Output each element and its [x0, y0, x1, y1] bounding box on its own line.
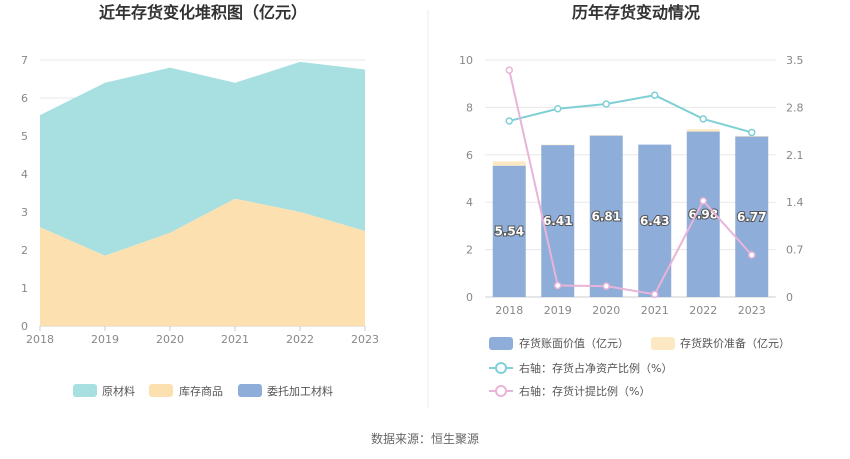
legend-label-inventory-goods: 库存商品: [179, 384, 223, 398]
stacked-area-chart: 0 1 2 3 4 5 6 7 2018 2019 2020 2021 2022 2023: [21, 54, 379, 346]
line-point: [505, 66, 513, 74]
legend-swatch-raw-material: [73, 384, 97, 397]
y-tick-label: 0: [466, 291, 473, 304]
x-tick-label: 2022: [689, 304, 717, 317]
y-tick-label: 5: [21, 130, 28, 143]
line-point: [651, 290, 659, 299]
y-tick-label: 3: [21, 206, 28, 219]
legend-label-provision: 右轴：存货计提比例（%）: [519, 384, 650, 398]
line-point: [748, 128, 756, 137]
x-tick-label: 2022: [286, 333, 314, 346]
x-tick-label: 2019: [91, 333, 119, 346]
bar-data-label: 6.41: [543, 214, 573, 228]
bar-data-label: 5.54: [494, 224, 524, 238]
x-tick-label: 2018: [26, 333, 54, 346]
x-tick-label: 2023: [351, 333, 379, 346]
legend-label-ratio: 右轴：存货占净资产比例（%）: [519, 361, 672, 375]
legend-swatch-book-value: [489, 337, 513, 350]
line-point: [651, 91, 659, 99]
series-line: [509, 94, 753, 134]
legend-marker-ratio: [495, 362, 507, 374]
x-tick-label: 2021: [221, 333, 249, 346]
bar-data-label: 6.43: [640, 214, 670, 228]
y-tick-label: 8: [466, 101, 473, 114]
y2-tick-label: 3.5: [786, 54, 804, 67]
chart-title-right: 历年存货变动情况: [572, 3, 700, 22]
y-tick-label: 0: [21, 320, 28, 333]
line-point: [699, 115, 707, 123]
bar-book-value: [541, 145, 575, 297]
x-tick-label: 2020: [156, 333, 184, 346]
y-tick-label: 4: [21, 168, 28, 181]
line-point: [699, 197, 707, 205]
y-tick-label: 2: [21, 244, 28, 257]
bar-impairment: [492, 161, 526, 166]
line-point: [602, 282, 610, 290]
line-point: [505, 117, 513, 125]
legend-marker-provision: [495, 385, 507, 397]
y2-tick-label: 2.1: [786, 149, 804, 162]
y2-tick-label: 0: [786, 291, 793, 304]
legend-label-book-value: 存货账面价值（亿元）: [519, 336, 629, 350]
chart-title-left: 近年存货变化堆积图（亿元）: [99, 3, 307, 22]
x-tick-label: 2023: [738, 304, 766, 317]
y-tick-label: 6: [21, 92, 28, 105]
x-tick-label: 2020: [592, 304, 620, 317]
x-tick-label: 2019: [544, 304, 572, 317]
legend-label-raw-material: 原材料: [102, 384, 135, 398]
left-legend: 原材料 库存商品 委托加工材料: [73, 384, 333, 398]
line-point: [554, 105, 562, 113]
line-point: [554, 281, 562, 290]
x-tick-label: 2021: [641, 304, 669, 317]
line-point: [602, 100, 610, 108]
x-tick-label: 2018: [495, 304, 523, 317]
legend-label-impairment: 存货跌价准备（亿元）: [680, 336, 790, 350]
legend-swatch-processing: [238, 384, 262, 397]
y-tick-label: 6: [466, 149, 473, 162]
right-legend: 存货账面价值（亿元） 存货跌价准备（亿元） 右轴：存货占净资产比例（%） 右轴：…: [489, 336, 790, 398]
legend-swatch-inventory-goods: [149, 384, 173, 397]
line-point: [748, 251, 756, 259]
bar-data-label: 6.77: [737, 210, 767, 224]
legend-swatch-impairment: [651, 337, 675, 350]
area-raw-material: [40, 61, 365, 256]
bar-data-label: 6.81: [591, 209, 621, 223]
bar-impairment: [686, 129, 720, 132]
y-tick-label: 7: [21, 54, 28, 67]
data-source: 数据来源：恒生聚源: [371, 431, 479, 446]
y-tick-label: 1: [21, 282, 28, 295]
y-tick-label: 10: [459, 54, 473, 67]
area-inventory-goods: [40, 198, 365, 326]
series-line: [508, 69, 753, 296]
bar-book-value: [492, 165, 526, 297]
y2-tick-label: 0.7: [786, 244, 804, 257]
y-tick-label: 4: [466, 196, 473, 209]
y2-tick-label: 1.4: [786, 196, 804, 209]
legend-label-processing: 委托加工材料: [267, 384, 333, 398]
bar-line-combo-chart: 0 2 4 6 8 10 0 0.7 1.4 2.1 2.8 3.5 2018 2019 2020 2021 2…: [459, 54, 804, 317]
bar-book-value: [589, 135, 623, 297]
y-tick-label: 2: [466, 244, 473, 257]
y2-tick-label: 2.8: [786, 101, 804, 114]
bar-book-value: [735, 136, 769, 297]
